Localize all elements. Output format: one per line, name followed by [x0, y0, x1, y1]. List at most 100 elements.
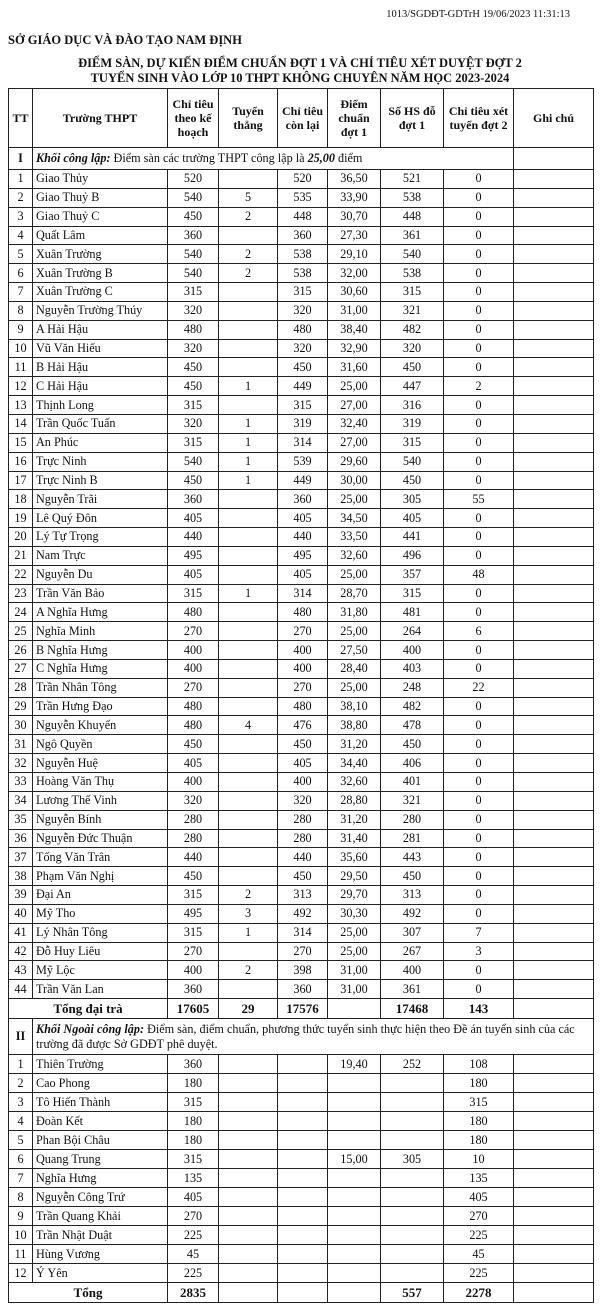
cutoff-score: 29,60 [327, 451, 381, 472]
notes-cell [513, 621, 594, 642]
planned-quota: 405 [167, 508, 219, 529]
row-number: 37 [8, 847, 33, 868]
table-row: 39 Đại An 315 2 313 29,70 313 0 [8, 885, 594, 905]
table-row: 2 Cao Phong 180 180 [8, 1073, 594, 1094]
planned-quota: 540 [167, 451, 219, 472]
remaining-quota: 450 [277, 357, 328, 378]
notes-cell [513, 696, 594, 717]
school-name: Giao Thuỷ B [32, 187, 168, 208]
table-row: 23 Trần Văn Bảo 315 1 314 28,70 315 0 [8, 583, 594, 604]
remaining-quota: 398 [277, 960, 328, 981]
admitted-count: 307 [380, 922, 444, 943]
total-value: 2835 [167, 1282, 219, 1304]
row-number: 15 [8, 432, 33, 453]
table-row: 12 Ý Yên 225 225 [8, 1263, 594, 1284]
direct-admission [218, 564, 278, 585]
cutoff-score: 38,10 [327, 696, 381, 717]
cutoff-score [327, 1168, 381, 1189]
round2-quota: 0 [443, 187, 514, 208]
school-name: Lương Thế Vinh [32, 790, 168, 811]
round2-quota: 0 [443, 508, 514, 529]
remaining-quota: 538 [277, 263, 328, 284]
direct-admission [218, 1073, 278, 1094]
total-label: Tổng đại trà [8, 998, 168, 1020]
table-row: 10 Vũ Văn Hiếu 320 320 32,90 320 0 [8, 338, 594, 359]
round2-quota: 0 [443, 206, 514, 227]
school-name: Hoàng Văn Thụ [32, 772, 168, 792]
table-row: 4 Quất Lâm 360 360 27,30 361 0 [8, 225, 594, 246]
admitted-count: 441 [380, 527, 444, 547]
direct-admission: 5 [218, 187, 278, 208]
direct-admission [218, 772, 278, 792]
admitted-count: 482 [380, 696, 444, 717]
planned-quota: 360 [167, 1054, 219, 1075]
col-school: Trường THPT [32, 88, 168, 148]
remaining-quota: 448 [277, 206, 328, 227]
admitted-count: 315 [380, 583, 444, 604]
notes-cell [513, 677, 594, 698]
planned-quota: 225 [167, 1263, 219, 1284]
round2-quota: 225 [443, 1263, 514, 1284]
round2-quota: 0 [443, 960, 514, 981]
cutoff-score: 25,00 [327, 922, 381, 943]
round2-quota: 0 [443, 545, 514, 566]
row-number: 39 [8, 885, 33, 905]
round2-quota: 3 [443, 941, 514, 962]
direct-admission [218, 1225, 278, 1246]
admitted-count: 450 [380, 470, 444, 491]
remaining-quota: 315 [277, 395, 328, 415]
cutoff-score: 27,30 [327, 225, 381, 246]
cutoff-score: 27,50 [327, 640, 381, 660]
direct-admission: 2 [218, 960, 278, 981]
remaining-quota: 480 [277, 319, 328, 340]
direct-admission [218, 847, 278, 868]
admitted-count: 450 [380, 357, 444, 378]
notes-cell [513, 658, 594, 679]
section-text-end: điểm [334, 151, 363, 165]
direct-admission [218, 1244, 278, 1265]
cutoff-score: 31,00 [327, 979, 381, 1000]
round2-quota: 0 [443, 225, 514, 246]
planned-quota: 480 [167, 602, 219, 623]
row-number: 7 [8, 282, 33, 302]
admitted-count: 538 [380, 187, 444, 208]
remaining-quota [277, 1225, 328, 1246]
admitted-count [380, 1263, 444, 1284]
table-row: 15 An Phúc 315 1 314 27,00 315 0 [8, 432, 594, 453]
table-row: 26 B Nghĩa Hưng 400 400 27,50 400 0 [8, 640, 594, 660]
planned-quota: 280 [167, 809, 219, 830]
notes-cell [513, 790, 594, 811]
table-row: 12 C Hải Hậu 450 1 449 25,00 447 2 [8, 376, 594, 397]
school-name: Trần Nhân Tông [32, 677, 168, 698]
row-number: 25 [8, 621, 33, 642]
admitted-count: 248 [380, 677, 444, 698]
school-name: Tống Văn Trân [32, 847, 168, 868]
cutoff-score: 28,80 [327, 790, 381, 811]
remaining-quota [277, 1054, 328, 1075]
total-value [327, 998, 381, 1020]
admitted-count: 252 [380, 1054, 444, 1075]
direct-admission [218, 1130, 278, 1151]
row-number: 10 [8, 338, 33, 359]
planned-quota: 315 [167, 395, 219, 415]
row-number: 42 [8, 941, 33, 962]
table-row: 5 Phan Bội Châu 180 180 [8, 1130, 594, 1151]
school-name: Trần Quang Khải [32, 1206, 168, 1227]
cutoff-score: 31,20 [327, 734, 381, 755]
planned-quota: 360 [167, 225, 219, 246]
remaining-quota: 270 [277, 941, 328, 962]
admitted-count: 315 [380, 282, 444, 302]
cutoff-score: 36,50 [327, 169, 381, 189]
notes-cell [513, 903, 594, 924]
notes-cell [513, 187, 594, 208]
round2-quota: 0 [443, 866, 514, 887]
remaining-quota: 520 [277, 169, 328, 189]
remaining-quota: 270 [277, 621, 328, 642]
notes-cell [513, 338, 594, 359]
total-value: 17605 [167, 998, 219, 1020]
row-number: 33 [8, 772, 33, 792]
planned-quota: 315 [167, 432, 219, 453]
admitted-count: 482 [380, 319, 444, 340]
remaining-quota: 440 [277, 847, 328, 868]
school-name: Ngô Quyền [32, 734, 168, 755]
